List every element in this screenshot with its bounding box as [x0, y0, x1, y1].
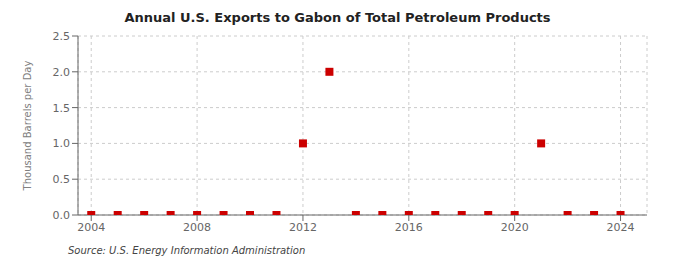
svg-text:2.5: 2.5 [53, 30, 71, 43]
svg-text:2024: 2024 [607, 221, 635, 234]
html-text:Source: U.S. Energy Informatio: Source: U.S. Energy Information Administ… [68, 245, 306, 256]
svg-text:1.0: 1.0 [53, 137, 71, 150]
svg-text:2020: 2020 [501, 221, 529, 234]
svg-text:0.0: 0.0 [53, 209, 71, 222]
svg-text:1.5: 1.5 [53, 102, 71, 115]
html-text:Annual U.S. Exports to Gabon o: Annual U.S. Exports to Gabon of Total Pe… [124, 10, 551, 25]
svg-text:2012: 2012 [289, 221, 317, 234]
svg-text:2.0: 2.0 [53, 66, 71, 79]
svg-text:2004: 2004 [77, 221, 105, 234]
svg-text:2008: 2008 [183, 221, 211, 234]
svg-text:2016: 2016 [395, 221, 423, 234]
svg-text:0.5: 0.5 [53, 173, 71, 186]
svg-text:Thousand Barrels per Day: Thousand Barrels per Day [22, 61, 33, 192]
